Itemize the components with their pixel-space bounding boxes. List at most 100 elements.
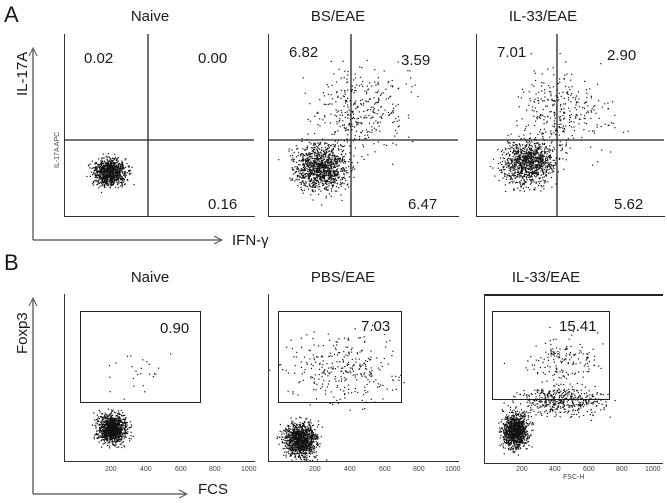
a3-event-dot bbox=[523, 174, 525, 176]
a1-event-dot bbox=[109, 170, 111, 172]
a3-event-dot bbox=[512, 151, 514, 154]
a2-event-dot bbox=[309, 154, 311, 156]
a3-event-dot bbox=[526, 171, 528, 173]
a3-sparse-event-dot bbox=[552, 67, 554, 69]
a1-event-dot bbox=[126, 178, 128, 180]
a3-event-dot bbox=[526, 150, 528, 152]
a2-event-dot bbox=[316, 157, 318, 159]
a3-event-dot bbox=[554, 159, 556, 161]
a3-sparse-event-dot bbox=[549, 117, 552, 119]
a2-event-dot bbox=[305, 163, 307, 165]
a2-event-dot bbox=[336, 162, 338, 164]
b1-event-dot bbox=[106, 417, 108, 419]
a3-event-dot bbox=[541, 158, 544, 161]
a2-event-dot bbox=[325, 149, 327, 151]
a2-event-dot bbox=[330, 170, 332, 173]
a2-event-dot bbox=[310, 160, 312, 162]
a3-event-dot bbox=[543, 172, 545, 174]
a3-event-dot bbox=[518, 135, 520, 137]
a3-event-dot bbox=[534, 171, 536, 174]
b1-event-dot bbox=[111, 426, 113, 428]
a2-event-dot bbox=[332, 171, 334, 173]
a2-sparse-event-dot bbox=[395, 144, 397, 146]
a1-event-dot bbox=[108, 173, 110, 175]
a2-sparse-event-dot bbox=[333, 73, 335, 75]
a3-event-dot bbox=[514, 166, 516, 168]
a3-sparse-event-dot bbox=[547, 68, 549, 70]
a3-event-dot bbox=[492, 167, 494, 169]
a3-sparse-event-dot bbox=[542, 115, 544, 117]
a2-event-dot bbox=[322, 182, 324, 185]
a3-event-dot bbox=[533, 167, 536, 169]
a2-event-dot bbox=[307, 185, 309, 188]
a3-sparse-event-dot bbox=[517, 96, 519, 98]
b2-event-dot bbox=[283, 433, 285, 435]
a3-event-dot bbox=[523, 165, 525, 167]
a2-event-dot bbox=[299, 173, 301, 175]
a3-sparse-event-dot bbox=[593, 109, 595, 111]
a3-sparse-event-dot bbox=[565, 159, 567, 161]
a2-sparse-event-dot bbox=[339, 120, 341, 122]
a2-event-dot bbox=[307, 160, 309, 162]
a3-event-dot bbox=[530, 155, 532, 157]
a3-event-dot bbox=[549, 163, 551, 165]
b1-event-dot bbox=[104, 437, 106, 439]
a2-event-dot bbox=[308, 175, 310, 177]
a3-event-dot bbox=[535, 182, 537, 184]
a1-event-dot bbox=[98, 187, 100, 189]
a3-event-dot bbox=[511, 161, 513, 163]
a3-event-dot bbox=[519, 190, 521, 192]
a2-event-dot bbox=[322, 177, 324, 179]
a2-sparse-event-dot bbox=[347, 129, 349, 131]
a1-event-dot bbox=[94, 163, 96, 165]
a3-event-dot bbox=[525, 160, 527, 162]
a1-event-dot bbox=[121, 162, 123, 165]
a1-event-dot bbox=[127, 179, 129, 182]
a3-sparse-event-dot bbox=[590, 146, 592, 148]
a1-event-dot bbox=[110, 174, 112, 176]
a1-event-dot bbox=[121, 184, 123, 186]
a2-event-dot bbox=[319, 165, 321, 167]
b1-event-dot bbox=[94, 424, 96, 426]
a3-event-dot bbox=[547, 181, 549, 183]
a1-event-dot bbox=[111, 170, 113, 172]
a2-event-dot bbox=[305, 175, 307, 177]
a2-event-dot bbox=[311, 150, 313, 152]
a1-event-dot bbox=[127, 170, 130, 172]
a3-event-dot bbox=[526, 165, 528, 167]
b1-event-dot bbox=[120, 438, 122, 440]
a2-event-dot bbox=[335, 179, 338, 181]
b1-event-dot bbox=[106, 428, 109, 430]
a2-event-dot bbox=[345, 160, 347, 163]
a1-event-dot bbox=[103, 185, 105, 187]
b3-inner-xlabel: FSC-H bbox=[563, 474, 585, 481]
a3-event-dot bbox=[534, 153, 536, 155]
a2-event-dot bbox=[326, 179, 329, 182]
a1-event-dot bbox=[108, 185, 110, 187]
a3-event-dot bbox=[541, 154, 544, 156]
a2-sparse-event-dot bbox=[377, 109, 379, 111]
b1-event-dot bbox=[105, 422, 107, 424]
a2-event-dot bbox=[335, 158, 337, 160]
a2-event-dot bbox=[315, 171, 317, 174]
a3-event-dot bbox=[519, 176, 521, 178]
a3-event-dot bbox=[540, 166, 542, 169]
a2-event-dot bbox=[310, 164, 312, 166]
b1-event-dot bbox=[98, 441, 100, 443]
a3-sparse-event-dot bbox=[552, 125, 554, 127]
a1-event-dot bbox=[108, 179, 111, 181]
a2-event-dot bbox=[312, 165, 315, 167]
a1-event-dot bbox=[93, 171, 95, 174]
a2-event-dot bbox=[320, 158, 322, 160]
b1-event-dot bbox=[115, 424, 117, 426]
a2-event-dot bbox=[288, 148, 290, 150]
a3-event-dot bbox=[537, 146, 539, 149]
a2-event-dot bbox=[321, 171, 323, 173]
b2-event-dot bbox=[294, 454, 296, 456]
a1-event-dot bbox=[99, 168, 101, 170]
b1-event-dot bbox=[111, 410, 113, 413]
a3-event-dot bbox=[517, 151, 520, 153]
a2-sparse-event-dot bbox=[372, 116, 374, 118]
a3-sparse-event-dot bbox=[610, 151, 612, 153]
a2-event-dot bbox=[325, 182, 327, 184]
